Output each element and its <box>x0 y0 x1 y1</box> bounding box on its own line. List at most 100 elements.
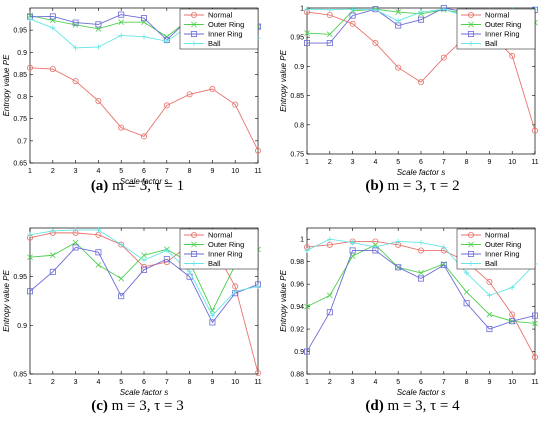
chart-a-legend-label-inner-ring: Inner Ring <box>208 30 243 39</box>
chart-c-series-inner-ring-line <box>29 246 259 324</box>
chart-c-series-inner-ring-point <box>49 268 56 275</box>
chart-d-xtick-label: 11 <box>531 379 538 386</box>
chart-c-legend-label-outer-ring: Outer Ring <box>208 240 244 249</box>
chart-c-series-outer-ring-point <box>95 262 102 268</box>
chart-c-xtick-label: 3 <box>74 379 78 386</box>
chart-b-xlabel: Scale factor s <box>397 168 445 177</box>
chart-d-series-normal-point <box>417 247 424 254</box>
chart-b-ytick-label: 0.95 <box>290 35 304 42</box>
chart-d-legend-marker-outer-ring <box>468 241 474 248</box>
chart-b-xtick-label: 11 <box>531 159 538 166</box>
chart-c-series-inner-ring-point <box>163 256 170 263</box>
chart-a-ytick-label: 0.65 <box>13 161 27 168</box>
chart-b-series-ball-point <box>350 6 356 12</box>
chart-a-legend-marker-ball <box>191 40 197 47</box>
chart-a-series-inner-ring-point <box>140 15 147 22</box>
chart-d-series-ball-point <box>464 270 470 276</box>
chart-c-series-outer-ring-point <box>118 275 125 282</box>
chart-d-series-inner-ring-point <box>463 300 470 307</box>
chart-d-series-ball-point <box>418 240 424 246</box>
chart-b-ytick-label: 0.8 <box>294 122 304 129</box>
chart-a-series-normal-point <box>72 78 79 85</box>
chart-a-legend-marker-outer-ring <box>191 21 197 28</box>
chart-b-series-normal-point <box>532 127 539 134</box>
chart-a-xlabel: Scale factor s <box>120 177 168 186</box>
chart-a-series-ball-point <box>73 45 79 51</box>
chart-d-series-inner-ring-point <box>326 309 333 316</box>
chart-a-legend-label-outer-ring: Outer Ring <box>208 20 244 29</box>
chart-c-xtick-label: 8 <box>188 379 192 386</box>
chart-b-legend-marker-outer-ring <box>468 21 474 28</box>
chart-c-series-outer-ring-point <box>27 254 33 261</box>
chart-b-xtick-label: 9 <box>487 159 491 166</box>
chart-b-series-normal-point <box>395 64 402 71</box>
caption-b-letter: (b) <box>365 178 384 194</box>
chart-c-xtick-label: 1 <box>28 379 32 386</box>
chart-b-series-outer-ring-point <box>326 31 333 38</box>
chart-d-series-inner-ring-point <box>440 262 447 269</box>
chart-d-series-normal-point <box>326 241 333 248</box>
chart-c-series-ball-point <box>95 227 101 233</box>
chart-c-ytick-label: 0.85 <box>13 372 27 379</box>
chart-b-series-ball-point <box>395 18 401 24</box>
chart-b-legend-marker-normal <box>467 11 474 18</box>
chart-a-xtick-label: 4 <box>96 168 100 175</box>
chart-d-xtick-label: 9 <box>487 379 491 386</box>
chart-c-series-ball-point <box>209 313 215 319</box>
chart-b-xtick-label: 7 <box>442 159 446 166</box>
chart-b-series-outer-ring-point <box>395 9 402 15</box>
chart-c-ytick-label: 0.9 <box>17 323 27 330</box>
chart-c-series-ball-point <box>164 247 170 253</box>
chart-b-legend-label-ball: Ball <box>485 39 498 48</box>
chart-a-series-normal-point <box>254 147 261 154</box>
caption-d-letter: (d) <box>365 398 384 414</box>
chart-a-ytick-label: 0.7 <box>17 138 27 145</box>
chart-d-xtick-label: 5 <box>396 379 400 386</box>
chart-d-xlabel: Scale factor s <box>397 388 445 397</box>
chart-d-ytick-label: 1 <box>300 237 304 244</box>
chart-d-legend-box <box>456 228 536 270</box>
chart-d-series-inner-ring-point <box>303 348 310 355</box>
chart-a-xtick-label: 9 <box>210 168 214 175</box>
chart-a-ylabel: Entropy value PE <box>2 54 11 116</box>
chart-c-legend-box <box>179 228 259 270</box>
chart-a-series-ball-point <box>27 16 33 22</box>
chart-d-legend-label-normal: Normal <box>485 231 510 240</box>
chart-d-xtick-label: 10 <box>508 379 516 386</box>
chart-c-series-ball-point <box>73 227 79 233</box>
chart-c-xtick-label: 5 <box>119 379 123 386</box>
chart-a-series-inner-ring-point <box>118 11 125 18</box>
chart-b-xtick-label: 10 <box>508 159 516 166</box>
chart-d-series-outer-ring-point <box>532 320 538 327</box>
chart-a-series-inner-ring-point <box>95 21 102 28</box>
chart-b-series-inner-ring-point <box>303 40 310 47</box>
chart-a-xtick-label: 8 <box>188 168 192 175</box>
chart-d-series-normal-point <box>372 238 379 245</box>
caption-c: (c) m = 3, τ = 3 <box>0 398 275 415</box>
chart-c-series-inner-ring-point <box>140 266 147 273</box>
chart-a-legend-marker-normal <box>190 11 197 18</box>
chart-c-legend-label-normal: Normal <box>208 231 233 240</box>
chart-d-series-inner-ring-point <box>532 312 539 319</box>
caption-c-text: m = 3, τ = 3 <box>107 398 184 414</box>
caption-b-text: m = 3, τ = 2 <box>383 178 460 194</box>
chart-d-xtick-label: 8 <box>465 379 469 386</box>
chart-b-xtick-label: 5 <box>396 159 400 166</box>
chart-a-legend-marker-inner-ring <box>190 30 197 37</box>
chart-c-legend-marker-outer-ring <box>191 241 197 248</box>
chart-a-series-normal-point <box>26 64 33 71</box>
chart-b-ytick-label: 1 <box>300 6 304 13</box>
chart-a-series-normal-point <box>163 102 170 109</box>
chart-d-series-normal-point <box>532 354 539 361</box>
chart-b-series-ball-point <box>441 6 447 12</box>
chart-b-legend-box <box>456 8 536 50</box>
chart-c-xtick-label: 11 <box>254 379 261 386</box>
chart-a-xtick-label: 11 <box>254 168 261 175</box>
chart-d-series-inner-ring-point <box>349 247 356 254</box>
chart-a-series-normal-point <box>95 98 102 105</box>
chart-c-series-ball-point <box>50 228 56 234</box>
chart-b-ytick-label: 0.9 <box>294 64 304 71</box>
